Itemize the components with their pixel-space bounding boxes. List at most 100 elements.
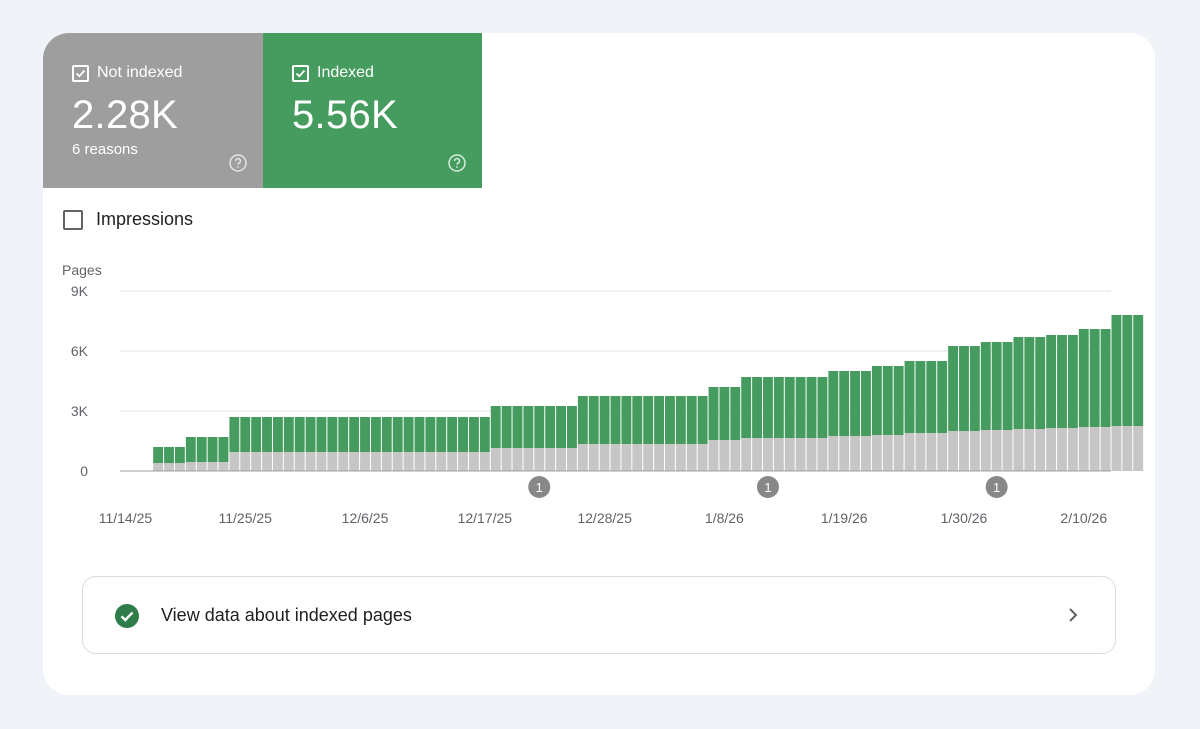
bar-indexed <box>1089 329 1100 427</box>
bar-not-indexed <box>240 452 251 471</box>
bar-indexed <box>1057 335 1067 428</box>
bar-not-indexed <box>654 444 665 471</box>
bar-not-indexed <box>1122 426 1133 471</box>
bar-indexed <box>741 377 752 438</box>
annotation-label[interactable]: 1 <box>993 480 1000 495</box>
annotation-marker[interactable] <box>985 476 1008 498</box>
bar-indexed <box>164 447 174 463</box>
bar-indexed <box>196 437 207 462</box>
bar-indexed <box>991 342 1002 430</box>
bar-not-indexed <box>556 448 566 471</box>
not-indexed-checkbox[interactable] <box>72 64 89 82</box>
annotation-label[interactable]: 1 <box>536 480 543 495</box>
bar-indexed <box>392 417 403 452</box>
bar-not-indexed <box>327 452 338 471</box>
impressions-checkbox[interactable] <box>63 209 83 230</box>
bar-indexed <box>752 377 763 438</box>
indexed-tile[interactable]: Indexed 5.56K <box>263 33 482 188</box>
indexed-checkbox[interactable] <box>292 64 309 82</box>
view-indexed-pages-link[interactable]: View data about indexed pages <box>82 576 1116 654</box>
bar-indexed <box>512 406 523 448</box>
bar-indexed <box>850 371 861 436</box>
bar-not-indexed <box>969 431 980 471</box>
bar-not-indexed <box>283 452 294 471</box>
bar-not-indexed <box>980 430 991 471</box>
annotation-marker[interactable] <box>756 476 779 498</box>
bar-not-indexed <box>534 448 545 471</box>
page-indexing-card: Not indexed 2.28K 6 reasons Indexed 5.56… <box>43 33 1155 695</box>
bar-indexed <box>969 346 980 431</box>
y-tick-label: 6K <box>71 343 89 359</box>
indexed-value: 5.56K <box>292 93 399 137</box>
help-icon[interactable] <box>448 154 466 172</box>
x-tick-label: 11/14/25 <box>99 510 153 526</box>
bar-not-indexed <box>1133 426 1144 471</box>
bar-indexed <box>566 406 577 448</box>
impressions-toggle[interactable]: Impressions <box>63 209 193 230</box>
bar-indexed <box>730 387 741 440</box>
bar-not-indexed <box>153 463 164 471</box>
bar-not-indexed <box>1024 429 1035 471</box>
not-indexed-tile[interactable]: Not indexed 2.28K 6 reasons <box>43 33 263 188</box>
x-tick-label: 2/10/26 <box>1060 510 1107 526</box>
bar-not-indexed <box>174 463 185 471</box>
help-icon[interactable] <box>229 154 247 172</box>
bar-not-indexed <box>479 452 490 471</box>
bar-not-indexed <box>436 452 447 471</box>
x-tick-label: 11/25/25 <box>219 510 273 526</box>
bar-indexed <box>980 342 991 430</box>
y-tick-label: 0 <box>80 463 88 479</box>
y-axis-label: Pages <box>62 262 102 278</box>
bar-not-indexed <box>806 438 817 471</box>
bar-not-indexed <box>686 444 697 471</box>
bar-not-indexed <box>1067 428 1078 471</box>
bar-not-indexed <box>447 452 458 471</box>
bar-not-indexed <box>1046 428 1057 471</box>
bar-not-indexed <box>229 452 240 471</box>
bar-not-indexed <box>621 444 632 471</box>
bar-indexed <box>545 406 556 448</box>
bar-indexed <box>577 396 588 444</box>
bar-not-indexed <box>251 452 262 471</box>
bar-indexed <box>654 396 665 444</box>
bar-indexed <box>1024 337 1035 429</box>
bar-not-indexed <box>632 444 643 471</box>
bar-indexed <box>599 396 610 444</box>
bar-indexed <box>425 417 436 452</box>
bar-indexed <box>915 361 926 433</box>
bar-not-indexed <box>262 452 272 471</box>
bar-not-indexed <box>763 438 773 471</box>
annotation-label[interactable]: 1 <box>764 480 771 495</box>
bar-indexed <box>229 417 240 452</box>
bar-indexed <box>447 417 458 452</box>
bar-not-indexed <box>468 452 479 471</box>
bar-not-indexed <box>1002 430 1013 471</box>
bar-indexed <box>795 377 806 438</box>
bar-indexed <box>338 417 349 452</box>
bar-not-indexed <box>882 435 893 471</box>
not-indexed-label: Not indexed <box>97 64 183 81</box>
x-tick-label: 12/28/25 <box>577 510 632 526</box>
bar-not-indexed <box>665 444 675 471</box>
bar-not-indexed <box>458 452 468 471</box>
x-tick-label: 12/6/25 <box>342 510 389 526</box>
bar-not-indexed <box>1100 427 1111 471</box>
bar-indexed <box>534 406 545 448</box>
bar-indexed <box>675 396 686 444</box>
bar-not-indexed <box>588 444 599 471</box>
bar-indexed <box>948 346 959 431</box>
bar-indexed <box>1067 335 1078 428</box>
bar-not-indexed <box>697 444 708 471</box>
bar-indexed <box>349 417 360 452</box>
bar-indexed <box>1111 315 1122 426</box>
not-indexed-value: 2.28K <box>72 93 179 137</box>
bar-not-indexed <box>643 444 654 471</box>
bar-indexed <box>708 387 719 440</box>
bar-indexed <box>632 396 643 444</box>
bar-not-indexed <box>817 438 828 471</box>
annotation-marker[interactable] <box>528 476 551 498</box>
bar-not-indexed <box>926 433 937 471</box>
indexing-chart: Pages 0 3K 6K 9K 1 1 1 11/14/25 11/25/25 12/6/25 12… <box>62 262 1144 526</box>
bar-indexed <box>185 437 196 462</box>
bar-not-indexed <box>839 436 850 471</box>
